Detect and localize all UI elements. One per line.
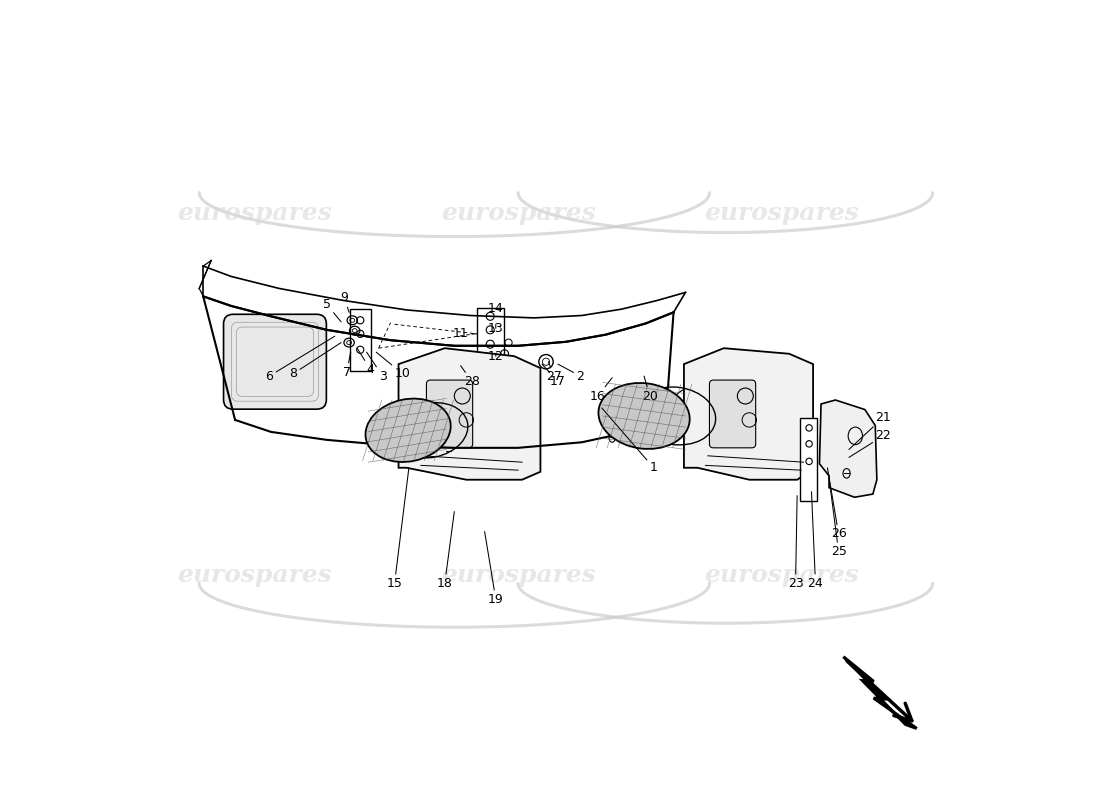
Text: eurospares: eurospares [704, 563, 859, 587]
Text: 2: 2 [558, 364, 584, 382]
Text: 9: 9 [340, 291, 349, 312]
Text: 20: 20 [641, 376, 658, 402]
Text: 10: 10 [376, 352, 410, 380]
Text: 25: 25 [829, 478, 847, 558]
Text: 21: 21 [849, 411, 891, 450]
Text: 3: 3 [366, 352, 386, 382]
Text: eurospares: eurospares [441, 201, 595, 225]
Text: 27: 27 [546, 362, 562, 382]
Text: 6: 6 [265, 336, 334, 382]
Ellipse shape [598, 383, 690, 449]
Polygon shape [844, 657, 916, 729]
Polygon shape [684, 348, 813, 480]
Text: 13: 13 [488, 322, 504, 334]
Text: 1: 1 [602, 408, 658, 474]
Text: 22: 22 [849, 430, 891, 458]
Text: 4: 4 [358, 348, 375, 376]
Ellipse shape [407, 370, 486, 414]
Text: 17: 17 [542, 364, 565, 388]
Text: 24: 24 [807, 492, 823, 590]
Text: 19: 19 [485, 531, 504, 606]
Text: 28: 28 [461, 366, 480, 388]
Text: 5: 5 [322, 298, 341, 322]
Text: eurospares: eurospares [704, 201, 859, 225]
Text: 11: 11 [453, 327, 476, 340]
FancyBboxPatch shape [800, 418, 817, 502]
Text: 26: 26 [827, 468, 847, 541]
Text: 16: 16 [590, 378, 613, 402]
Text: eurospares: eurospares [178, 563, 332, 587]
Text: 12: 12 [488, 350, 504, 362]
Text: 14: 14 [488, 302, 504, 315]
Text: 23: 23 [788, 496, 803, 590]
Text: 15: 15 [386, 468, 409, 590]
FancyBboxPatch shape [710, 380, 756, 448]
FancyBboxPatch shape [476, 308, 504, 368]
Text: 18: 18 [437, 512, 454, 590]
Text: 7: 7 [343, 352, 351, 378]
Polygon shape [820, 400, 877, 498]
FancyBboxPatch shape [350, 309, 371, 371]
Polygon shape [398, 348, 540, 480]
Text: eurospares: eurospares [441, 563, 595, 587]
FancyBboxPatch shape [427, 380, 473, 448]
Text: eurospares: eurospares [178, 201, 332, 225]
Ellipse shape [365, 398, 451, 462]
FancyBboxPatch shape [223, 314, 327, 409]
Text: 8: 8 [289, 342, 341, 380]
